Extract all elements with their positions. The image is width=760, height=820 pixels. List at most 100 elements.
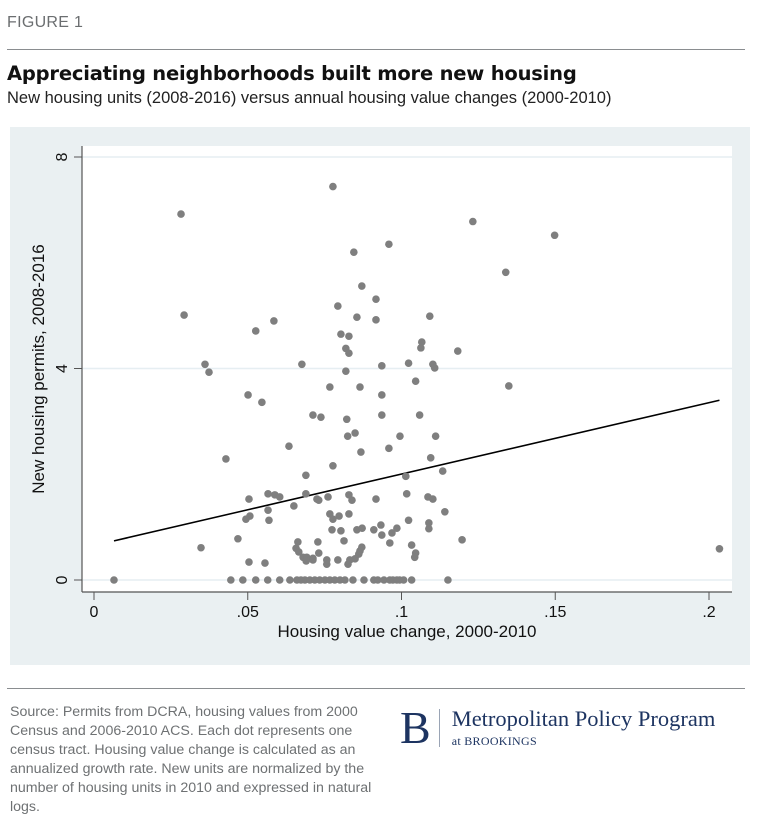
data-point xyxy=(324,493,332,501)
data-point xyxy=(275,576,284,584)
data-point xyxy=(239,576,247,584)
data-point xyxy=(264,490,272,498)
data-point xyxy=(205,368,213,377)
data-point xyxy=(402,472,410,481)
data-point xyxy=(550,231,559,240)
data-point xyxy=(265,516,273,525)
data-point xyxy=(426,454,435,462)
data-point xyxy=(374,576,382,584)
data-point xyxy=(270,317,278,325)
x-tick-label: .05 xyxy=(237,604,259,621)
data-point xyxy=(302,557,310,565)
data-point xyxy=(251,327,260,335)
data-point xyxy=(258,398,266,407)
data-point xyxy=(334,302,342,310)
data-point xyxy=(415,411,424,419)
data-point xyxy=(298,360,306,369)
data-point xyxy=(385,444,393,453)
data-point xyxy=(715,545,724,553)
data-point xyxy=(290,502,298,510)
data-point xyxy=(294,548,303,556)
data-point xyxy=(322,556,331,564)
data-point xyxy=(329,461,337,470)
data-point xyxy=(180,311,188,319)
data-point xyxy=(345,510,353,518)
data-point xyxy=(430,364,439,372)
data-point xyxy=(388,529,396,537)
data-point xyxy=(340,537,348,545)
data-point xyxy=(404,516,413,525)
data-point xyxy=(342,415,351,424)
data-point xyxy=(286,576,294,584)
chart-title: Appreciating neighborhoods built more ne… xyxy=(7,62,577,85)
data-point xyxy=(425,524,433,533)
data-point xyxy=(404,359,413,368)
data-point xyxy=(378,531,386,539)
data-point xyxy=(501,268,510,277)
data-point xyxy=(417,338,426,346)
data-point xyxy=(337,527,345,535)
org-name: at BROOKINGS xyxy=(451,734,537,748)
data-point xyxy=(378,391,386,399)
data-point xyxy=(357,448,365,456)
data-point xyxy=(407,541,416,549)
data-point xyxy=(372,495,380,503)
data-point xyxy=(242,515,250,523)
brookings-logo: B Metropolitan Policy Program at BROOKIN… xyxy=(400,702,716,753)
data-point xyxy=(431,432,440,440)
data-point xyxy=(377,521,385,529)
data-point xyxy=(314,496,323,504)
data-point xyxy=(302,490,310,498)
program-name: Metropolitan Policy Program xyxy=(451,706,716,731)
y-tick-label: 0 xyxy=(54,575,71,584)
data-point xyxy=(245,558,253,566)
data-point xyxy=(222,455,230,463)
data-point xyxy=(328,525,336,534)
data-point xyxy=(330,576,339,584)
data-point xyxy=(317,413,325,421)
data-point xyxy=(380,576,388,584)
data-point xyxy=(372,316,380,324)
data-point xyxy=(343,432,352,440)
data-point xyxy=(329,515,337,523)
figure-label: FIGURE 1 xyxy=(7,14,84,31)
data-point xyxy=(351,429,359,437)
data-point xyxy=(326,383,334,391)
scatter-plot: 0 4 8 0 .05 .1 .15 .2 Housing value change, 20… xyxy=(29,146,732,641)
chart-subtitle: New housing units (2008-2016) versus ann… xyxy=(7,89,612,107)
data-point xyxy=(410,553,419,562)
chart-panel: 0 4 8 0 .05 .1 .15 .2 Housing value change, 20… xyxy=(10,127,750,665)
data-point xyxy=(458,536,466,544)
data-point xyxy=(378,411,386,419)
data-point xyxy=(425,519,433,527)
data-point xyxy=(345,332,353,341)
data-point xyxy=(263,576,272,584)
logo-separator xyxy=(438,709,440,747)
data-point xyxy=(505,382,513,390)
data-point xyxy=(402,490,411,498)
data-point xyxy=(309,411,317,419)
y-tick-label: 4 xyxy=(54,364,71,373)
data-point xyxy=(393,524,401,532)
data-point xyxy=(453,347,462,355)
data-point xyxy=(294,538,302,546)
source-note: Source: Permits from DCRA, housing value… xyxy=(10,704,372,815)
data-point xyxy=(309,556,317,564)
x-axis-label: Housing value change, 2000-2010 xyxy=(278,622,537,641)
data-point xyxy=(244,391,252,399)
data-point xyxy=(314,538,322,546)
data-point xyxy=(386,539,394,547)
y-axis-ticks: 0 4 8 xyxy=(54,152,82,584)
brookings-b-logo-icon: B xyxy=(400,702,431,753)
data-point xyxy=(251,576,260,584)
data-point xyxy=(360,576,368,584)
data-point xyxy=(356,383,364,391)
data-point xyxy=(469,217,477,226)
data-point xyxy=(378,362,386,370)
data-point xyxy=(201,360,209,369)
data-point xyxy=(345,349,353,357)
x-axis-ticks: 0 .05 .1 .15 .2 xyxy=(90,592,716,621)
data-point xyxy=(334,556,342,564)
data-point xyxy=(372,295,380,304)
top-divider xyxy=(7,49,745,50)
